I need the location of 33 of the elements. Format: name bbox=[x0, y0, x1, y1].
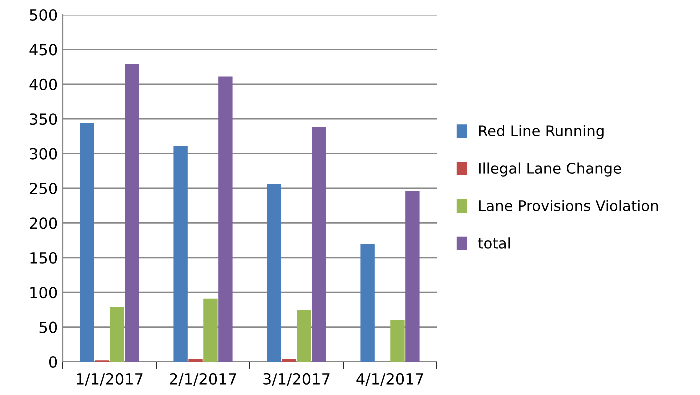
y-tick-label: 50 bbox=[40, 322, 58, 334]
legend-label: Red Line Running bbox=[479, 125, 604, 140]
x-tick-label: 3/1/2017 bbox=[264, 373, 330, 386]
legend-label: Lane Provisions Violation bbox=[479, 200, 658, 212]
bar bbox=[390, 320, 405, 362]
legend-label: total bbox=[478, 238, 510, 249]
x-tick-label: 4/1/2017 bbox=[356, 373, 424, 386]
bar bbox=[218, 76, 233, 362]
bar bbox=[406, 191, 420, 362]
bar bbox=[297, 310, 312, 362]
y-tick-label: 400 bbox=[30, 78, 58, 90]
bar bbox=[110, 307, 124, 362]
y-tick-label: 0 bbox=[49, 356, 58, 368]
bar bbox=[282, 359, 296, 362]
bar bbox=[312, 127, 326, 362]
x-tick-label: 2/1/2017 bbox=[170, 373, 236, 386]
y-tick-label: 150 bbox=[30, 252, 58, 264]
y-tick-label: 450 bbox=[30, 44, 58, 56]
y-tick-label: 200 bbox=[30, 218, 58, 230]
y-tick-label: 100 bbox=[30, 287, 58, 299]
x-tick-label: 1/1/2017 bbox=[77, 373, 143, 386]
bar bbox=[125, 64, 140, 362]
bar bbox=[188, 359, 203, 362]
y-tick-label: 250 bbox=[30, 182, 58, 195]
y-tick-label: 300 bbox=[30, 148, 58, 160]
bar bbox=[80, 123, 94, 362]
y-tick-label: 500 bbox=[30, 9, 58, 22]
bar bbox=[204, 298, 218, 362]
legend-label: Illegal Lane Change bbox=[479, 162, 622, 177]
bar bbox=[360, 244, 375, 362]
y-tick-label: 350 bbox=[30, 114, 58, 126]
bar bbox=[174, 146, 188, 362]
bar bbox=[267, 184, 282, 362]
